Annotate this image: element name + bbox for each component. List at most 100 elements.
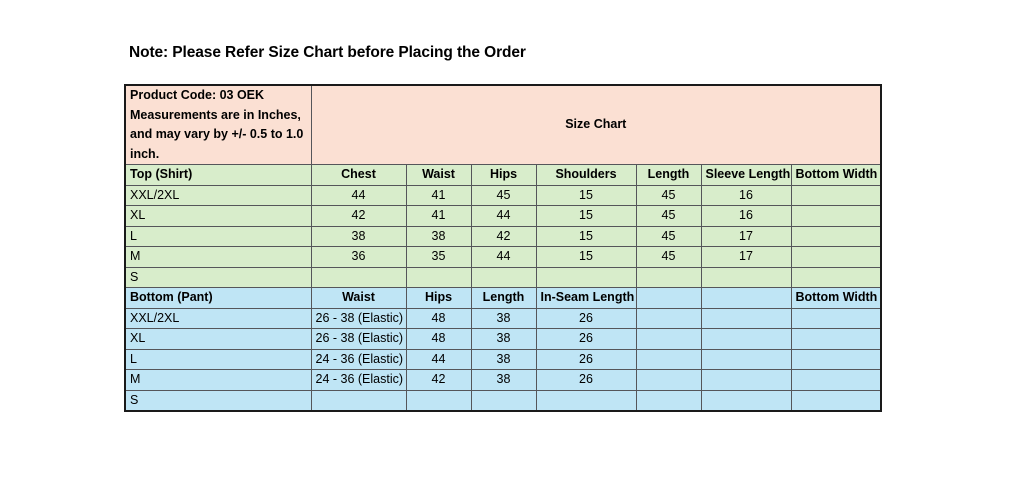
cell-pant-hips: 48 xyxy=(405,307,472,329)
table-row: XL 42 41 44 15 45 16 xyxy=(124,205,882,227)
cell-bottom-width xyxy=(790,246,882,268)
cell-pant-bottom-width xyxy=(790,369,882,391)
cell-pant-inseam-length: 26 xyxy=(535,369,637,391)
cell-pant-waist xyxy=(310,389,407,412)
cell-chest: 36 xyxy=(310,246,407,268)
cell-pant-blank-2 xyxy=(700,348,792,370)
cell-hips: 42 xyxy=(470,225,537,247)
cell-sleeve-length: 17 xyxy=(700,225,792,247)
top-section-header-row: Top (Shirt) Chest Waist Hips Shoulders L… xyxy=(124,164,882,186)
cell-hips: 45 xyxy=(470,184,537,206)
cell-pant-hips: 48 xyxy=(405,328,472,350)
size-label: XL xyxy=(124,328,312,350)
table-row: S xyxy=(124,266,882,288)
cell-pant-hips xyxy=(405,389,472,412)
cell-waist xyxy=(405,266,472,288)
cell-bottom-width xyxy=(790,266,882,288)
cell-hips xyxy=(470,266,537,288)
product-info-cell: Product Code: 03 OEK Measurements are in… xyxy=(124,84,312,165)
measurement-unit-line: Measurements are in Inches, xyxy=(130,107,301,122)
cell-chest: 42 xyxy=(310,205,407,227)
cell-length: 45 xyxy=(635,184,702,206)
cell-pant-inseam-length: 26 xyxy=(535,328,637,350)
table-row: M 36 35 44 15 45 17 xyxy=(124,246,882,268)
cell-shoulders: 15 xyxy=(535,225,637,247)
cell-pant-hips: 44 xyxy=(405,348,472,370)
cell-bottom-width xyxy=(790,205,882,227)
cell-pant-inseam-length: 26 xyxy=(535,307,637,329)
cell-pant-waist: 26 - 38 (Elastic) xyxy=(310,307,407,329)
header-shoulders: Shoulders xyxy=(535,164,637,186)
cell-shoulders: 15 xyxy=(535,246,637,268)
product-code-line: Product Code: 03 OEK xyxy=(130,88,265,102)
cell-sleeve-length xyxy=(700,266,792,288)
cell-chest: 38 xyxy=(310,225,407,247)
cell-waist: 41 xyxy=(405,205,472,227)
cell-sleeve-length: 16 xyxy=(700,205,792,227)
cell-pant-blank-1 xyxy=(635,307,702,329)
header-sleeve-length: Sleeve Length xyxy=(700,164,792,186)
size-chart-table: Product Code: 03 OEK Measurements are in… xyxy=(124,84,883,412)
cell-pant-hips: 42 xyxy=(405,369,472,391)
size-label: S xyxy=(124,266,312,288)
cell-pant-inseam-length: 26 xyxy=(535,348,637,370)
cell-pant-waist: 24 - 36 (Elastic) xyxy=(310,369,407,391)
cell-hips: 44 xyxy=(470,246,537,268)
size-label: L xyxy=(124,225,312,247)
size-label: XXL/2XL xyxy=(124,184,312,206)
header-pant-inseam-length: In-Seam Length xyxy=(535,287,637,309)
cell-chest: 44 xyxy=(310,184,407,206)
cell-pant-blank-1 xyxy=(635,328,702,350)
header-pant-bottom-width: Bottom Width xyxy=(790,287,882,309)
cell-pant-blank-1 xyxy=(635,389,702,412)
header-length: Length xyxy=(635,164,702,186)
table-row: S xyxy=(124,389,882,412)
cell-pant-inseam-length xyxy=(535,389,637,412)
cell-pant-length: 38 xyxy=(470,348,537,370)
size-label: L xyxy=(124,348,312,370)
measurement-tolerance-line: and may vary by +/- 0.5 to 1.0 xyxy=(130,127,304,141)
cell-pant-length: 38 xyxy=(470,369,537,391)
header-pant-hips: Hips xyxy=(405,287,472,309)
cell-pant-length: 38 xyxy=(470,307,537,329)
cell-pant-blank-2 xyxy=(700,328,792,350)
size-label: M xyxy=(124,369,312,391)
cell-length: 45 xyxy=(635,225,702,247)
cell-length xyxy=(635,266,702,288)
cell-pant-blank-2 xyxy=(700,307,792,329)
cell-length: 45 xyxy=(635,205,702,227)
cell-bottom-width xyxy=(790,225,882,247)
size-label: M xyxy=(124,246,312,268)
bottom-section-header-row: Bottom (Pant) Waist Hips Length In-Seam … xyxy=(124,287,882,309)
cell-chest xyxy=(310,266,407,288)
note-title: Note: Please Refer Size Chart before Pla… xyxy=(129,44,526,61)
header-hips: Hips xyxy=(470,164,537,186)
header-top-shirt: Top (Shirt) xyxy=(124,164,312,186)
cell-pant-bottom-width xyxy=(790,348,882,370)
cell-pant-blank-2 xyxy=(700,389,792,412)
size-label: XL xyxy=(124,205,312,227)
table-row: M 24 - 36 (Elastic) 42 38 26 xyxy=(124,369,882,391)
header-bottom-pant: Bottom (Pant) xyxy=(124,287,312,309)
header-bottom-width: Bottom Width xyxy=(790,164,882,186)
table-row: XXL/2XL 44 41 45 15 45 16 xyxy=(124,184,882,206)
cell-waist: 38 xyxy=(405,225,472,247)
cell-sleeve-length: 17 xyxy=(700,246,792,268)
size-label: XXL/2XL xyxy=(124,307,312,329)
cell-pant-blank-2 xyxy=(700,369,792,391)
cell-hips: 44 xyxy=(470,205,537,227)
chart-banner-row: Product Code: 03 OEK Measurements are in… xyxy=(124,84,882,165)
cell-pant-length xyxy=(470,389,537,412)
cell-pant-blank-1 xyxy=(635,348,702,370)
cell-pant-length: 38 xyxy=(470,328,537,350)
cell-shoulders: 15 xyxy=(535,184,637,206)
cell-pant-blank-1 xyxy=(635,369,702,391)
table-row: L 24 - 36 (Elastic) 44 38 26 xyxy=(124,348,882,370)
cell-bottom-width xyxy=(790,184,882,206)
cell-pant-bottom-width xyxy=(790,307,882,329)
cell-pant-bottom-width xyxy=(790,389,882,412)
header-pant-blank-1 xyxy=(635,287,702,309)
header-waist: Waist xyxy=(405,164,472,186)
cell-sleeve-length: 16 xyxy=(700,184,792,206)
cell-shoulders: 15 xyxy=(535,205,637,227)
